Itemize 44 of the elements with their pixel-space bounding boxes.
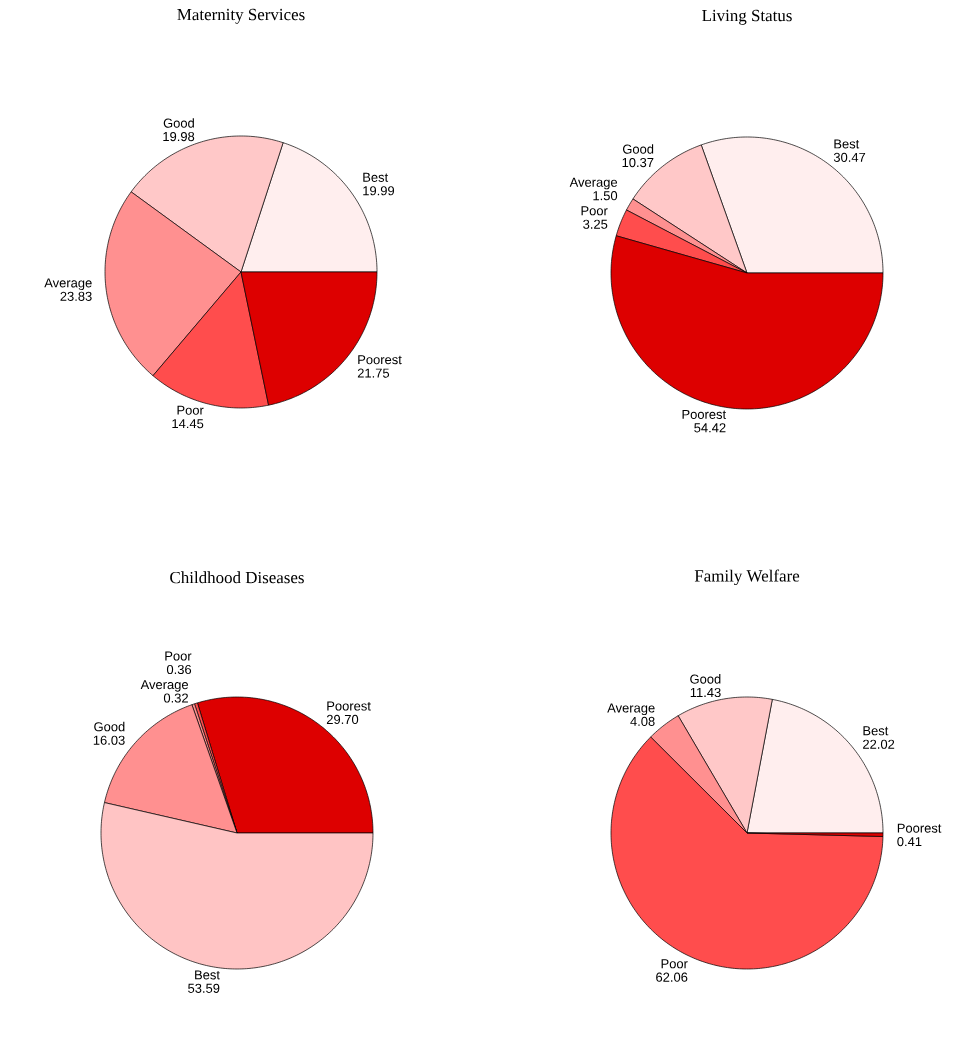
data-label: 0.41	[897, 837, 922, 847]
slice-label: Poor	[581, 206, 608, 216]
slice-label: Poorest	[897, 823, 942, 833]
data-label: 30.47	[833, 152, 866, 162]
slice-label: Best	[834, 139, 860, 149]
data-label: 16.03	[93, 735, 125, 745]
data-label: 22.02	[863, 739, 895, 749]
slice-label: Good	[690, 674, 721, 684]
slice-label: Poorest	[682, 409, 727, 419]
data-label: 23.83	[60, 291, 92, 301]
slice-label: Poor	[177, 405, 204, 415]
data-label: 3.25	[583, 219, 608, 229]
slice-label: Average	[569, 177, 618, 190]
slice-label: Average	[607, 703, 655, 716]
chart-title: Childhood Diseases	[170, 571, 304, 584]
slice-label: Average	[44, 278, 92, 291]
data-label: 19.98	[163, 131, 195, 142]
slice-label: Poorest	[358, 355, 402, 365]
chart-title: Maternity Services	[177, 8, 305, 24]
slice-label: Best	[195, 970, 220, 980]
chart-title: Living Status	[702, 9, 792, 25]
data-label: 19.99	[363, 186, 395, 196]
data-label: 0.32	[163, 693, 188, 703]
data-label: 0.36	[166, 664, 192, 675]
slice-label: Good	[622, 144, 654, 154]
slice-label: Good	[163, 118, 194, 128]
data-label: 53.59	[188, 983, 220, 993]
slice-label: Poor	[661, 959, 688, 969]
data-label: 4.08	[630, 716, 655, 726]
data-label: 29.70	[326, 714, 359, 725]
data-label: 62.06	[656, 972, 688, 982]
slice-label: Poor	[165, 651, 192, 661]
slice-label: Best	[363, 172, 389, 182]
chart-title: Family Welfare	[694, 569, 800, 586]
slice-label: Good	[94, 721, 125, 732]
data-label: 21.75	[357, 368, 390, 378]
data-label: 14.45	[172, 419, 204, 429]
data-label: 1.50	[593, 191, 618, 201]
slice-label: Best	[863, 726, 889, 736]
slice-label: Average	[140, 680, 189, 692]
slice-label: Poorest	[327, 701, 371, 711]
data-label: 10.37	[622, 157, 654, 168]
data-label: 11.43	[690, 687, 721, 698]
data-label: 54.42	[694, 423, 726, 433]
